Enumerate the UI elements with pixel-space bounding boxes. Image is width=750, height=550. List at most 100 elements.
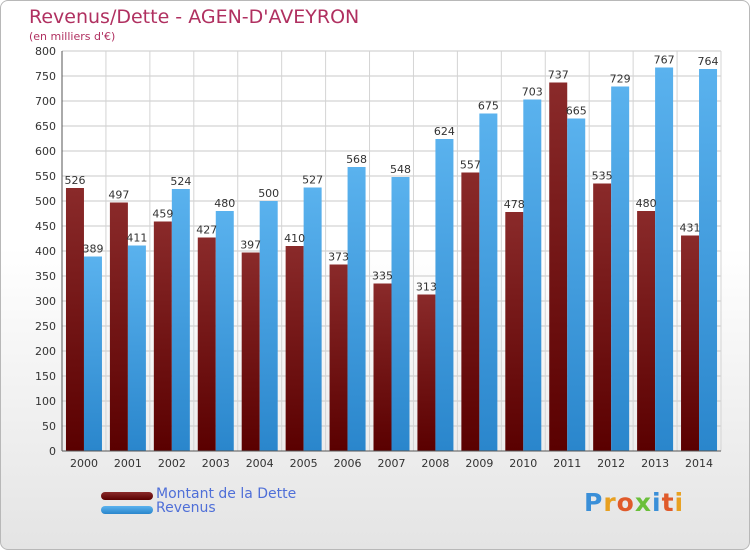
bar-dette — [681, 235, 700, 451]
bar-dette — [505, 212, 524, 451]
bar-revenus — [435, 139, 454, 451]
bar-revenus — [347, 167, 366, 451]
x-tick-label: 2011 — [553, 457, 581, 470]
proxiti-logo: Proxiti — [584, 488, 684, 517]
x-tick-label: 2012 — [597, 457, 625, 470]
data-label: 411 — [126, 232, 147, 245]
bar-dette — [329, 264, 348, 451]
x-tick-label: 2006 — [334, 457, 362, 470]
bar-revenus — [215, 211, 234, 451]
x-tick-label: 2001 — [114, 457, 142, 470]
bar-revenus — [127, 245, 146, 451]
data-label: 568 — [346, 153, 367, 166]
data-label: 675 — [478, 100, 499, 113]
bar-dette — [109, 202, 128, 451]
data-label: 703 — [522, 86, 543, 99]
bar-revenus — [655, 67, 674, 451]
data-label: 665 — [566, 105, 587, 118]
bar-revenus — [479, 113, 498, 451]
data-label: 548 — [390, 163, 411, 176]
x-tick-label: 2010 — [509, 457, 537, 470]
bar-revenus — [83, 256, 102, 451]
bar-revenus — [523, 99, 542, 451]
data-label: 335 — [372, 270, 393, 283]
logo-letter: i — [652, 488, 662, 517]
data-label: 313 — [416, 281, 437, 294]
x-tick-label: 2009 — [465, 457, 493, 470]
axes: 0 50 100 150 200 250 300 350 400 450 500 550 600 650 7… — [35, 45, 721, 470]
y-tick-label: 100 — [35, 395, 56, 408]
bar-dette — [417, 294, 436, 451]
bar-dette — [285, 246, 304, 451]
y-tick-label: 50 — [42, 420, 56, 433]
y-tick-label: 550 — [35, 170, 56, 183]
bar-revenus — [171, 189, 190, 451]
x-tick-label: 2007 — [378, 457, 406, 470]
data-label: 557 — [460, 159, 481, 172]
logo-letter: t — [661, 488, 675, 517]
y-tick-label: 150 — [35, 370, 56, 383]
bar-revenus — [259, 201, 278, 451]
chart-title: Revenus/Dette - AGEN-D'AVEYRON — [29, 6, 360, 28]
logo-letter: P — [584, 488, 604, 517]
data-label: 397 — [240, 239, 261, 252]
y-tick-label: 250 — [35, 320, 56, 333]
data-label: 478 — [504, 198, 525, 211]
bar-dette — [153, 221, 172, 451]
bar-dette — [593, 183, 612, 451]
data-label: 764 — [698, 55, 719, 68]
x-tick-label: 2004 — [246, 457, 274, 470]
data-label: 535 — [592, 170, 613, 183]
x-tick-label: 2003 — [202, 457, 230, 470]
y-tick-label: 0 — [49, 445, 56, 458]
x-tick-label: 2005 — [290, 457, 318, 470]
data-label: 624 — [434, 125, 455, 138]
logo-letter: o — [616, 488, 635, 517]
y-tick-label: 300 — [35, 295, 56, 308]
x-tick-label: 2014 — [685, 457, 713, 470]
bar-revenus — [567, 118, 586, 451]
bar-dette — [637, 211, 656, 451]
logo-letter: i — [674, 488, 685, 517]
data-label: 410 — [284, 232, 305, 245]
x-tick-label: 2008 — [421, 457, 449, 470]
bar-dette — [461, 172, 480, 451]
y-tick-label: 200 — [35, 345, 56, 358]
y-tick-label: 750 — [35, 70, 56, 83]
data-label: 737 — [548, 69, 569, 82]
bar-dette — [65, 188, 84, 451]
data-label: 767 — [654, 54, 675, 67]
legend-label-dette: Montant de la Dette — [156, 486, 297, 502]
bar-dette — [549, 82, 568, 451]
bar-dette — [373, 283, 392, 451]
data-label: 459 — [152, 208, 173, 221]
bars — [65, 67, 718, 451]
legend-swatch-dette — [101, 492, 153, 500]
data-label: 497 — [108, 189, 129, 202]
y-tick-label: 450 — [35, 220, 56, 233]
y-tick-label: 800 — [35, 45, 56, 58]
data-label: 431 — [680, 222, 701, 235]
y-tick-label: 650 — [35, 120, 56, 133]
bar-revenus — [303, 187, 322, 451]
data-label: 729 — [610, 73, 631, 86]
data-label: 500 — [258, 187, 279, 200]
x-tick-label: 2000 — [70, 457, 98, 470]
legend-label-revenus: Revenus — [156, 500, 216, 516]
y-tick-label: 400 — [35, 245, 56, 258]
legend-swatch-revenus — [101, 506, 153, 514]
bar-dette — [197, 237, 216, 451]
bar-dette — [241, 252, 260, 451]
chart-subtitle: (en milliers d'€) — [29, 30, 116, 43]
y-tick-label: 500 — [35, 195, 56, 208]
data-label: 480 — [214, 197, 235, 210]
y-tick-label: 700 — [35, 95, 56, 108]
y-tick-label: 600 — [35, 145, 56, 158]
x-tick-label: 2002 — [158, 457, 186, 470]
y-tick-label: 350 — [35, 270, 56, 283]
bar-revenus — [699, 69, 718, 451]
data-label: 527 — [302, 174, 323, 187]
data-label: 524 — [170, 175, 191, 188]
